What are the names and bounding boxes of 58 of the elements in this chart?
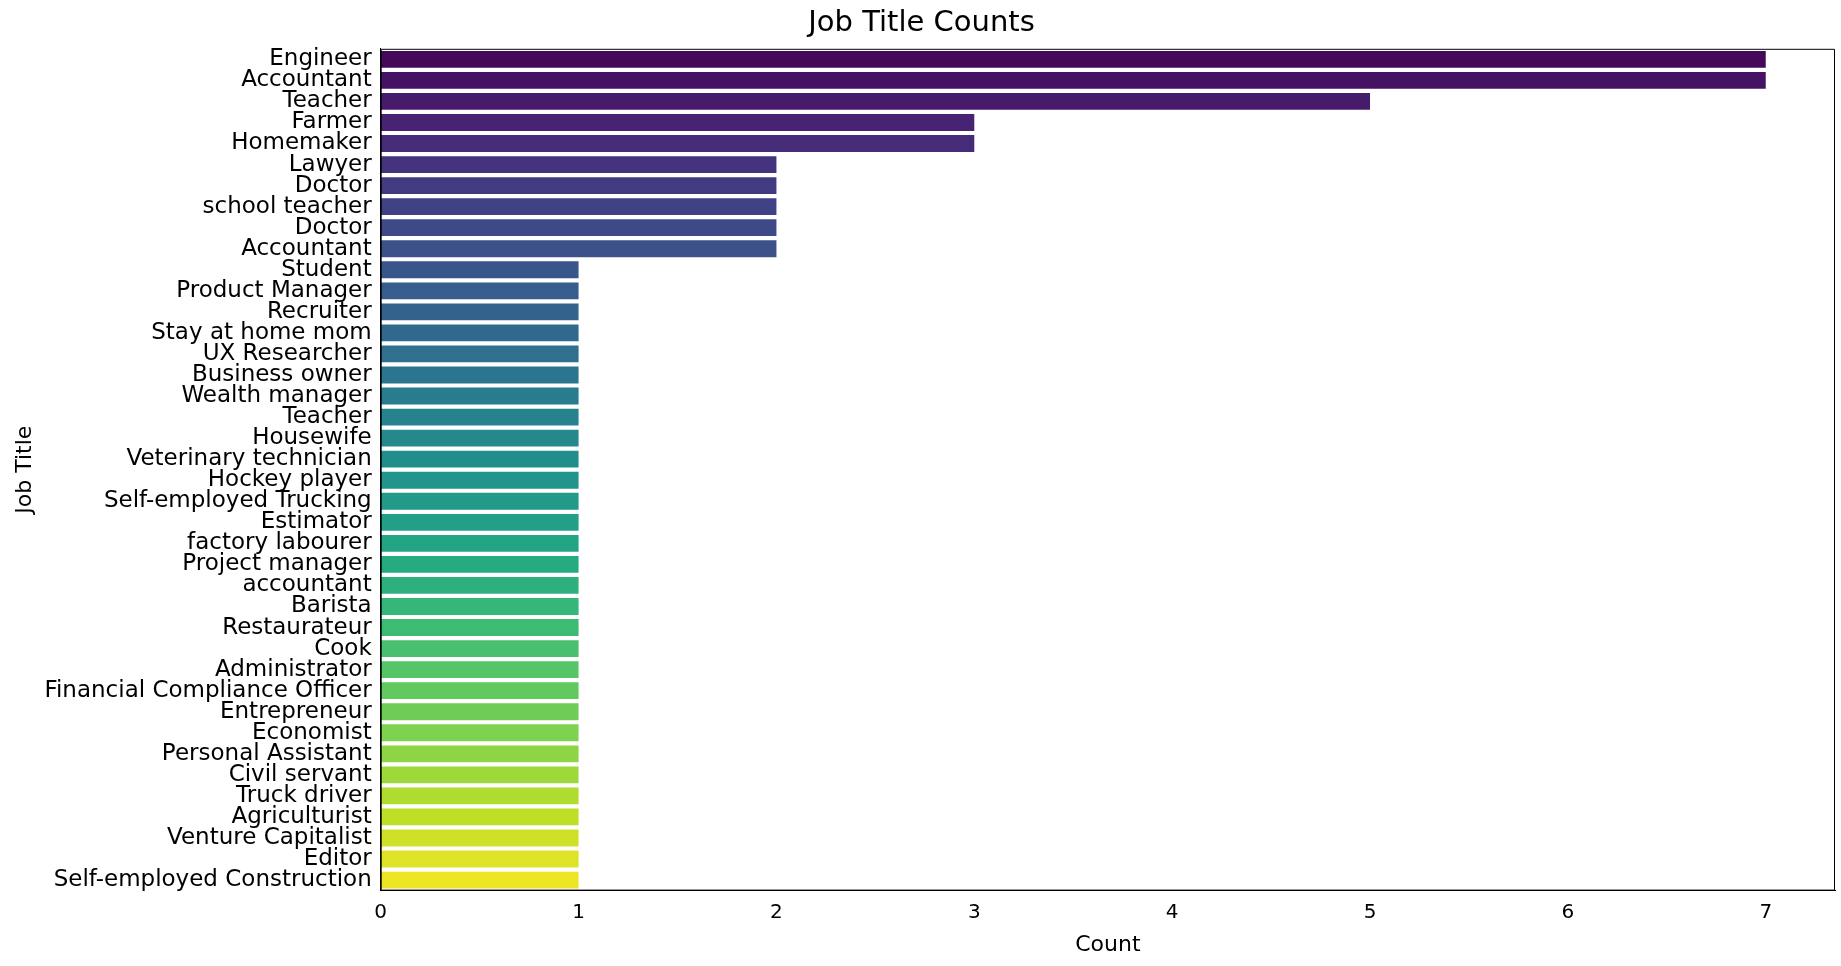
y-tick-label: Homemaker: [231, 128, 373, 155]
bar: [380, 766, 579, 784]
bar: [380, 471, 579, 489]
bar: [380, 198, 777, 216]
chart-title: Job Title Counts: [806, 3, 1035, 38]
x-tick-label: 7: [1759, 898, 1773, 923]
y-tick-label: Wealth manager: [181, 381, 373, 408]
x-tick-label: 2: [770, 898, 783, 923]
bar: [380, 345, 579, 363]
bar: [380, 71, 1766, 89]
bar: [380, 787, 579, 805]
bar: [380, 282, 579, 300]
bar: [380, 450, 579, 468]
bar: [380, 619, 579, 636]
bar: [380, 492, 579, 510]
y-tick-label: Self-employed Construction: [53, 865, 372, 892]
bar: [380, 598, 579, 615]
bar: [380, 534, 579, 552]
bar: [380, 366, 579, 384]
bar: [380, 50, 1766, 68]
bar: [380, 408, 579, 426]
bar: [380, 513, 579, 531]
y-tick-label: factory labourer: [187, 528, 373, 555]
x-axis-title: Count: [1075, 930, 1141, 956]
bar: [380, 240, 777, 258]
bar: [380, 156, 777, 173]
bar: [380, 724, 579, 742]
x-tick-label: 3: [967, 898, 981, 923]
bar: [380, 114, 975, 131]
bar: [380, 829, 579, 847]
x-tick-label: 1: [572, 898, 585, 923]
bar: [380, 850, 579, 868]
bar: [380, 682, 579, 700]
bar: [380, 577, 579, 594]
bar: [380, 387, 579, 405]
y-tick-label: Barista: [290, 591, 372, 618]
bar: [380, 219, 777, 237]
bar: [380, 808, 579, 826]
y-axis-title: Job Title: [10, 425, 36, 516]
bar: [380, 745, 579, 763]
x-tick-label: 6: [1561, 898, 1575, 923]
bar: [380, 324, 579, 342]
bar: [380, 177, 777, 195]
bar: [380, 303, 579, 321]
bar: [380, 661, 579, 679]
bar: [380, 871, 579, 889]
bar: [380, 135, 975, 152]
y-tick-label: Cook: [314, 633, 373, 660]
x-tick-label: 5: [1363, 898, 1377, 923]
y-tick-label: Engineer: [269, 44, 373, 71]
bar: [380, 640, 579, 657]
bar: [380, 555, 579, 573]
bar: [380, 93, 1371, 110]
x-tick-label: 0: [374, 898, 388, 923]
x-tick-label: 4: [1165, 898, 1179, 923]
bar: [380, 261, 579, 279]
bar: [380, 429, 579, 447]
bar: [380, 703, 579, 721]
